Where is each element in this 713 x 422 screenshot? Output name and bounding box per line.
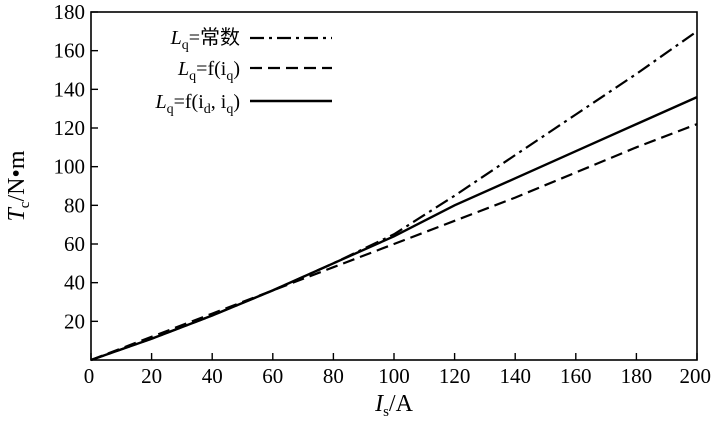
x-tick-label: 160 [560, 364, 592, 388]
x-tick-label: 40 [202, 364, 223, 388]
y-tick-label: 160 [54, 39, 86, 63]
y-tick-label: 100 [54, 155, 86, 179]
legend-label-constant: Lq=常数 [170, 26, 240, 53]
x-axis-label: Is/A [374, 391, 414, 420]
y-tick-label: 140 [54, 77, 86, 101]
x-tick-label: 100 [378, 364, 410, 388]
x-tick-label: 140 [499, 364, 531, 388]
legend: Lq=常数 Lq=f(iq) Lq=f(id, iq) [154, 26, 332, 117]
x-tick-label: 20 [141, 364, 162, 388]
y-tick-label: 80 [64, 193, 85, 217]
x-tick-label: 200 [680, 364, 712, 388]
y-axis-label: Tc/N•m [4, 150, 33, 221]
series-lines [90, 30, 698, 362]
x-tick-label: 120 [439, 364, 471, 388]
y-tick-label: 20 [64, 309, 85, 333]
legend-label-f-id-iq: Lq=f(id, iq) [154, 91, 240, 117]
series-line-f-id-iq [90, 96, 698, 362]
legend-label-f-iq: Lq=f(iq) [177, 58, 240, 84]
y-tick-label: 60 [64, 232, 85, 256]
x-tick-label: 0 [84, 364, 95, 388]
y-axis-ticks: 20 40 60 80 100 120 140 160 180 [54, 0, 98, 333]
x-tick-label: 180 [621, 364, 653, 388]
y-tick-label: 40 [64, 271, 85, 295]
y-tick-label: 180 [54, 0, 86, 24]
x-axis-ticks: 0 20 40 60 80 100 120 140 160 180 200 [84, 353, 711, 388]
x-tick-label: 60 [262, 364, 283, 388]
x-tick-label: 80 [323, 364, 344, 388]
series-line-f-iq [90, 123, 698, 362]
y-tick-label: 120 [54, 116, 86, 140]
series-line-constant [90, 30, 698, 362]
